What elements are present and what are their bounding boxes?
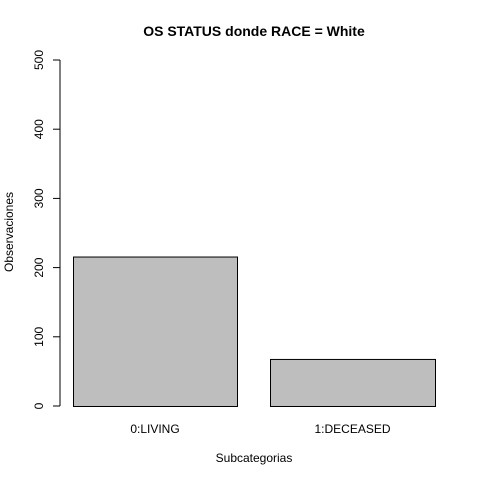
x-tick-label: 0:LIVING (130, 422, 179, 436)
bar-2 (270, 358, 436, 407)
chart-title: OS STATUS donde RACE = White (143, 23, 365, 39)
y-tick-label: 0 (32, 402, 46, 409)
y-tick-label: 500 (32, 50, 46, 70)
x-axis-label: Subcategorias (216, 451, 293, 465)
bars (73, 256, 436, 408)
y-tick-label: 200 (32, 257, 46, 277)
y-tick-label: 100 (32, 326, 46, 346)
x-tick-labels: 0:LIVING 1:DECEASED (130, 422, 391, 436)
y-tick-label: 300 (32, 188, 46, 208)
y-axis: 0 100 200 300 400 500 (32, 50, 61, 409)
x-tick-label: 1:DECEASED (314, 422, 390, 436)
bar-1 (73, 256, 238, 408)
y-axis-label: Observaciones (2, 192, 16, 272)
y-tick-label: 400 (32, 119, 46, 139)
